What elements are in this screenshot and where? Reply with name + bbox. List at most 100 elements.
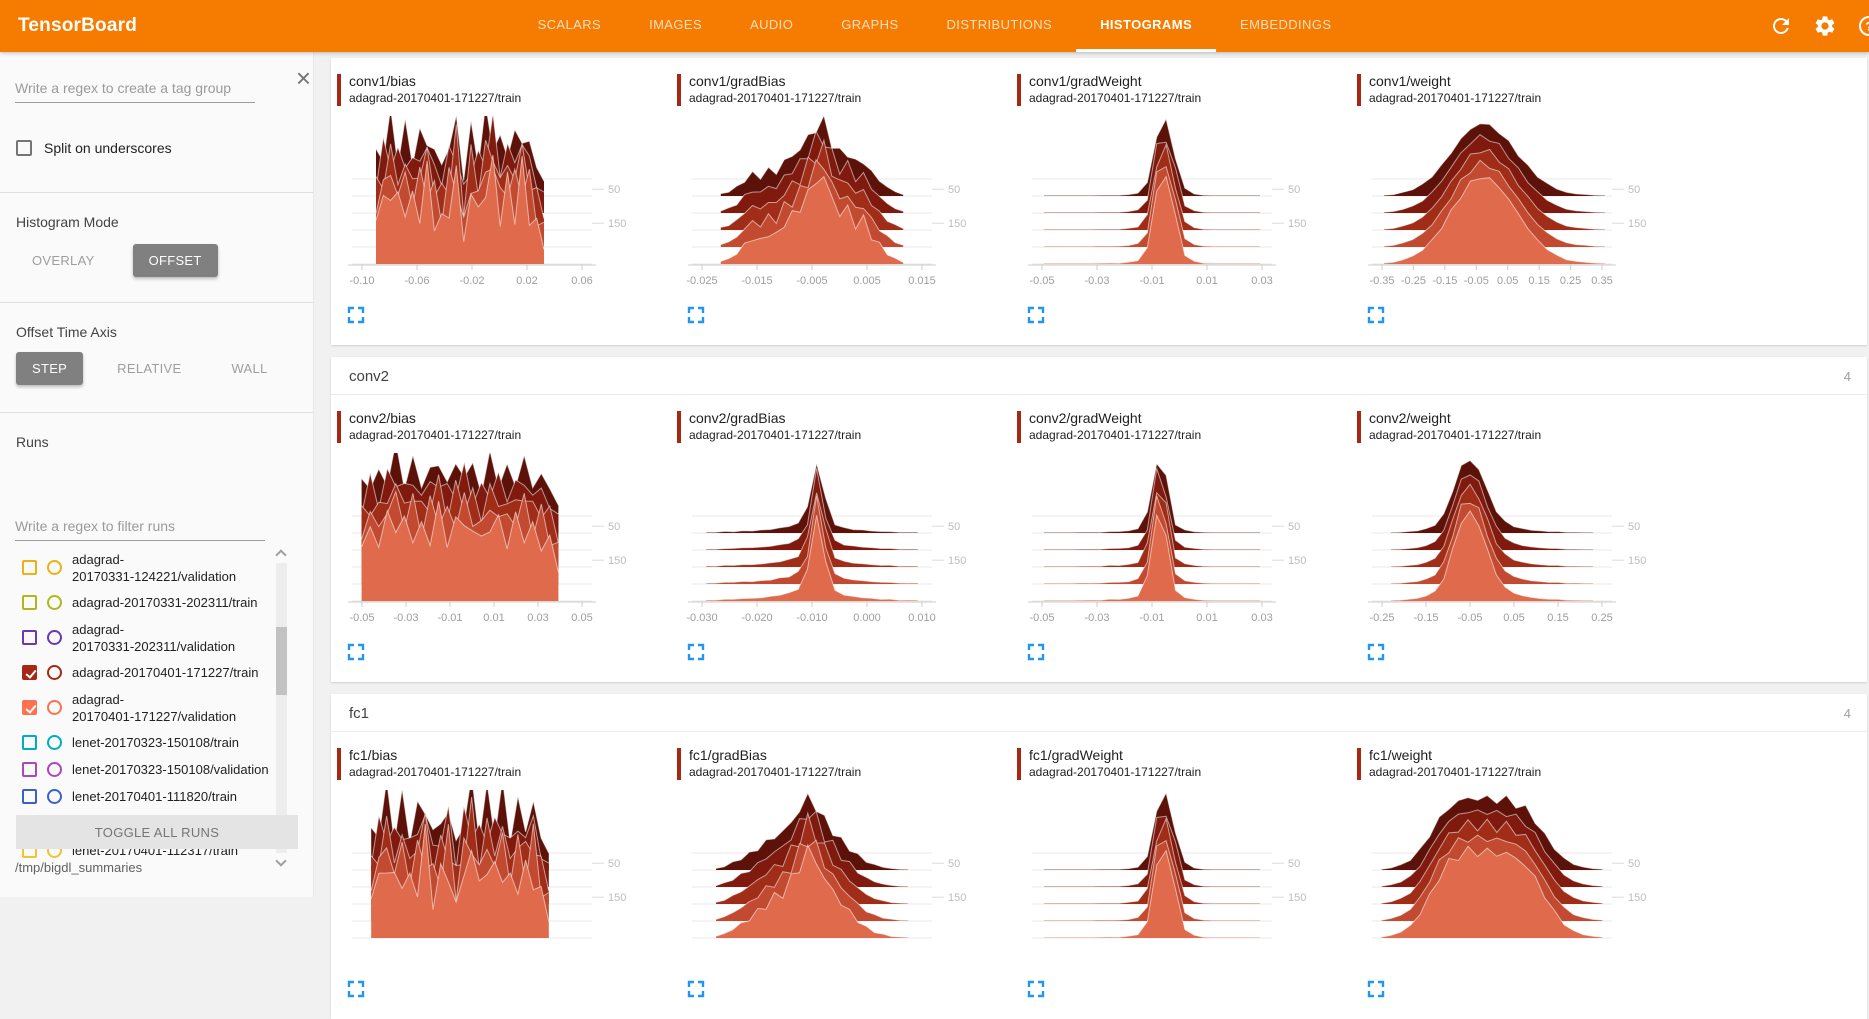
tab-scalars[interactable]: SCALARS	[537, 17, 602, 32]
scrollbar-track[interactable]	[276, 563, 287, 853]
histogram-ridgeline-chart: 50 150	[1372, 794, 1646, 939]
run-checkbox[interactable]	[22, 700, 37, 715]
tab-audio[interactable]: AUDIO	[750, 17, 794, 32]
expand-icon[interactable]	[347, 306, 365, 324]
expand-icon[interactable]	[1027, 643, 1045, 661]
time-axis-relative-button[interactable]: RELATIVE	[117, 361, 182, 376]
svg-text:0.000: 0.000	[853, 612, 881, 624]
divider	[0, 412, 313, 413]
svg-text:50: 50	[1288, 521, 1300, 533]
svg-text:-0.01: -0.01	[437, 612, 462, 624]
histogram-run-subtitle: adagrad-20170401-171227/train	[1369, 428, 1542, 442]
run-checkbox[interactable]	[22, 762, 37, 777]
expand-icon[interactable]	[1367, 306, 1385, 324]
tag-category-card: fc1 4 fc1/bias adagrad-20170401-171227/t…	[331, 694, 1867, 1019]
tab-graphs[interactable]: GRAPHS	[841, 17, 899, 32]
tab-distributions[interactable]: DISTRIBUTIONS	[946, 17, 1053, 32]
refresh-icon[interactable]	[1769, 14, 1793, 38]
histogram-tag-title: conv2/weight	[1369, 410, 1451, 426]
expand-icon[interactable]	[1367, 980, 1385, 998]
run-accent-bar	[1017, 411, 1021, 443]
svg-text:-0.03: -0.03	[1084, 612, 1109, 624]
tab-histograms[interactable]: HISTOGRAMS	[1076, 0, 1217, 52]
run-label: lenet-20170323-150108/train	[72, 735, 239, 750]
tab-images[interactable]: IMAGES	[649, 17, 703, 32]
histogram-card: conv1/gradWeight adagrad-20170401-171227…	[1017, 72, 1357, 335]
run-item[interactable]: adagrad- 20170401-171227/validation	[0, 686, 276, 729]
run-checkbox[interactable]	[22, 665, 37, 680]
svg-text:50: 50	[948, 521, 960, 533]
run-accent-bar	[337, 74, 341, 106]
run-color-circle	[47, 560, 62, 575]
toolbar-icons: ?	[1769, 0, 1869, 52]
settings-icon[interactable]	[1813, 14, 1837, 38]
run-item[interactable]: lenet-20170323-150108/validation	[0, 756, 276, 783]
svg-text:0.03: 0.03	[527, 612, 548, 624]
run-checkbox[interactable]	[22, 630, 37, 645]
time-axis-wall-button[interactable]: WALL	[231, 361, 268, 376]
svg-text:-0.15: -0.15	[1413, 612, 1438, 624]
histogram-mode-label: Histogram Mode	[16, 214, 119, 230]
histogram-card: conv1/gradBias adagrad-20170401-171227/t…	[677, 72, 1017, 335]
expand-icon[interactable]	[687, 643, 705, 661]
svg-text:-0.05: -0.05	[1029, 612, 1054, 624]
svg-text:-0.02: -0.02	[459, 275, 484, 287]
expand-icon[interactable]	[347, 643, 365, 661]
svg-text:150: 150	[1628, 218, 1646, 230]
expand-icon[interactable]	[1367, 643, 1385, 661]
tag-category-card: conv2 4 conv2/bias adagrad-20170401-1712…	[331, 357, 1867, 682]
svg-text:-0.01: -0.01	[1139, 612, 1164, 624]
expand-icon[interactable]	[1027, 306, 1045, 324]
run-item[interactable]: lenet-20170401-111820/train	[0, 783, 276, 810]
tab-embeddings[interactable]: EMBEDDINGS	[1240, 17, 1332, 32]
run-color-circle	[47, 595, 62, 610]
scrollbar-thumb[interactable]	[276, 627, 287, 695]
histogram-ridgeline-chart: 50 150 -0.25 -0.15 -0.05 0.05 0.15 0.25	[1368, 459, 1646, 624]
run-checkbox[interactable]	[22, 595, 37, 610]
split-on-underscores-toggle[interactable]: Split on underscores	[16, 140, 172, 156]
histogram-mode-offset-button[interactable]: OFFSET	[132, 244, 218, 277]
svg-text:-0.05: -0.05	[1457, 612, 1482, 624]
run-label: lenet-20170401-111820/train	[72, 789, 238, 804]
svg-text:-0.05: -0.05	[1464, 275, 1489, 287]
run-color-circle	[47, 665, 62, 680]
svg-text:-0.030: -0.030	[686, 612, 717, 624]
run-item[interactable]: adagrad-20170401-171227/train	[0, 659, 276, 686]
histogram-ridgeline-chart: 50 150 -0.030 -0.020 -0.010 0.000 0.010	[686, 463, 966, 624]
run-checkbox[interactable]	[22, 560, 37, 575]
run-item[interactable]: adagrad- 20170331-124221/validation	[0, 546, 276, 589]
histogram-card: conv1/bias adagrad-20170401-171227/train…	[337, 72, 677, 335]
run-item[interactable]: adagrad-20170331-202311/train	[0, 589, 276, 616]
svg-text:?: ?	[1865, 20, 1869, 34]
toggle-all-runs-button[interactable]: TOGGLE ALL RUNS	[16, 815, 298, 849]
run-checkbox[interactable]	[22, 789, 37, 804]
runs-filter-input[interactable]	[15, 514, 265, 541]
run-item[interactable]: lenet-20170323-150108/train	[0, 729, 276, 756]
tag-filter-input[interactable]	[15, 76, 255, 103]
runs-scrollbar[interactable]	[274, 549, 289, 867]
category-header[interactable]: conv2 4	[331, 357, 1867, 395]
svg-text:0.25: 0.25	[1591, 612, 1612, 624]
expand-icon[interactable]	[687, 980, 705, 998]
split-checkbox[interactable]	[16, 140, 32, 156]
svg-text:-0.25: -0.25	[1369, 612, 1394, 624]
run-checkbox[interactable]	[22, 735, 37, 750]
scroll-up-icon[interactable]	[275, 549, 287, 561]
histogram-tag-title: conv2/bias	[349, 410, 416, 426]
histogram-ridgeline-chart: 50 150 -0.10 -0.06 -0.02 0.02 0.06	[348, 116, 626, 287]
expand-icon[interactable]	[347, 980, 365, 998]
category-header[interactable]: fc1 4	[331, 694, 1867, 732]
sidebar: × Split on underscores Histogram Mode OV…	[0, 52, 314, 897]
svg-text:50: 50	[608, 858, 620, 870]
scroll-down-icon[interactable]	[275, 855, 287, 867]
run-item[interactable]: adagrad- 20170331-202311/validation	[0, 616, 276, 659]
svg-text:-0.005: -0.005	[796, 275, 827, 287]
histogram-mode-overlay-button[interactable]: OVERLAY	[32, 253, 95, 268]
run-color-circle	[47, 630, 62, 645]
help-icon[interactable]: ?	[1857, 14, 1869, 38]
close-icon[interactable]: ×	[295, 63, 311, 93]
expand-icon[interactable]	[1027, 980, 1045, 998]
time-axis-step-button[interactable]: STEP	[16, 352, 84, 385]
expand-icon[interactable]	[687, 306, 705, 324]
svg-text:50: 50	[948, 184, 960, 196]
